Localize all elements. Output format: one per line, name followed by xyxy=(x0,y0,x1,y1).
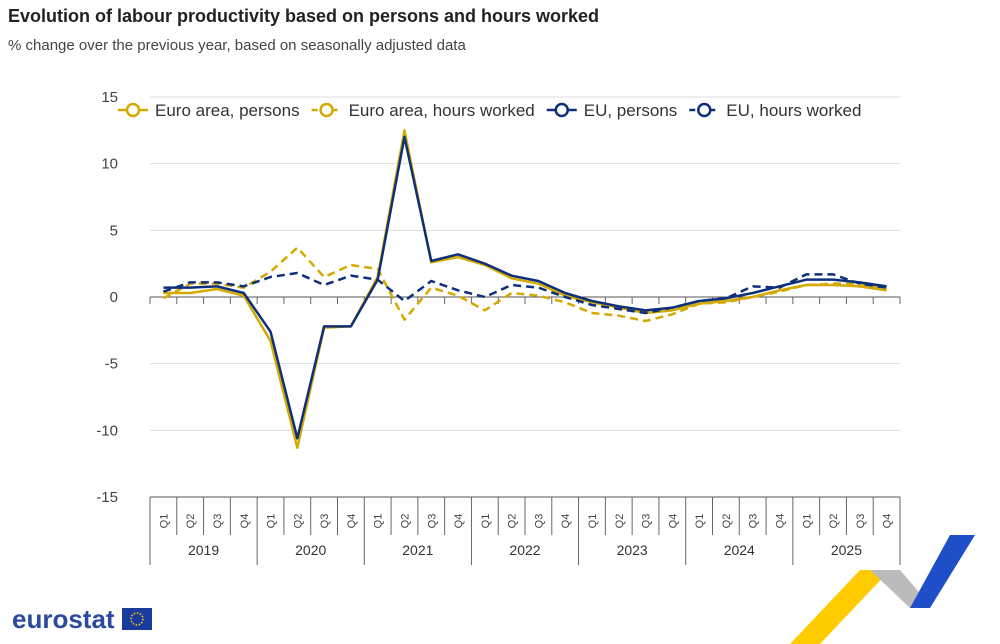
legend-marker xyxy=(319,102,334,118)
quarter-label: Q3 xyxy=(748,514,760,529)
quarter-label: Q4 xyxy=(453,514,465,529)
legend-label: EU, persons xyxy=(584,101,678,120)
quarter-label: Q4 xyxy=(346,514,358,529)
quarter-label: Q1 xyxy=(158,514,170,529)
eu-flag-icon xyxy=(121,608,152,630)
quarter-label: Q2 xyxy=(507,514,519,529)
year-label: 2022 xyxy=(509,542,540,558)
legend-marker xyxy=(125,102,141,118)
legend-marker xyxy=(697,102,712,118)
chart-title: Evolution of labour productivity based o… xyxy=(8,6,600,26)
series-line-0 xyxy=(163,129,887,449)
quarter-label: Q2 xyxy=(399,514,411,529)
year-label: 2025 xyxy=(831,542,862,558)
y-tick-label: 10 xyxy=(101,156,118,173)
year-label: 2021 xyxy=(402,542,433,558)
y-tick-label: 15 xyxy=(101,89,118,106)
y-tick-label: -10 xyxy=(96,422,118,439)
quarter-label: Q2 xyxy=(292,514,304,529)
quarter-label: Q3 xyxy=(855,514,867,529)
quarter-label: Q4 xyxy=(882,514,894,529)
quarter-label: Q3 xyxy=(212,514,224,529)
year-label: 2020 xyxy=(295,542,326,558)
eurostat-logo: eurostat xyxy=(12,604,152,635)
quarter-label: Q2 xyxy=(614,514,626,529)
quarter-label: Q1 xyxy=(694,514,706,529)
quarter-label: Q2 xyxy=(185,514,197,529)
quarter-label: Q4 xyxy=(774,514,786,529)
quarter-label: Q4 xyxy=(560,514,572,529)
quarter-label: Q3 xyxy=(319,514,331,529)
quarter-label: Q3 xyxy=(426,514,438,529)
quarter-label: Q1 xyxy=(373,514,385,529)
quarter-label: Q2 xyxy=(828,514,840,529)
logo-text: eurostat xyxy=(12,604,115,634)
y-tick-label: 0 xyxy=(110,289,118,306)
quarter-label: Q1 xyxy=(266,514,278,529)
series-line-2 xyxy=(163,135,887,440)
decorative-swoosh xyxy=(790,535,975,644)
year-label: 2023 xyxy=(617,542,648,558)
quarter-label: Q3 xyxy=(533,514,545,529)
legend-label: EU, hours worked xyxy=(726,101,861,120)
legend-marker xyxy=(554,102,569,118)
year-label: 2024 xyxy=(724,542,755,558)
quarter-label: Q4 xyxy=(667,514,679,529)
y-tick-label: -5 xyxy=(105,356,118,373)
legend-label: Euro area, persons xyxy=(155,101,300,120)
quarter-label: Q4 xyxy=(239,514,251,529)
quarter-label: Q1 xyxy=(480,514,492,529)
legend-label: Euro area, hours worked xyxy=(349,101,535,120)
y-tick-label: -15 xyxy=(96,489,118,506)
quarter-label: Q1 xyxy=(587,514,599,529)
quarter-label: Q2 xyxy=(721,514,733,529)
chart-subtitle: % change over the previous year, based o… xyxy=(8,37,466,54)
y-tick-label: 5 xyxy=(110,222,118,239)
quarter-label: Q3 xyxy=(641,514,653,529)
series-line-1 xyxy=(162,246,887,323)
series-line-3 xyxy=(162,271,887,315)
year-label: 2019 xyxy=(188,542,219,558)
quarter-label: Q1 xyxy=(801,514,813,529)
